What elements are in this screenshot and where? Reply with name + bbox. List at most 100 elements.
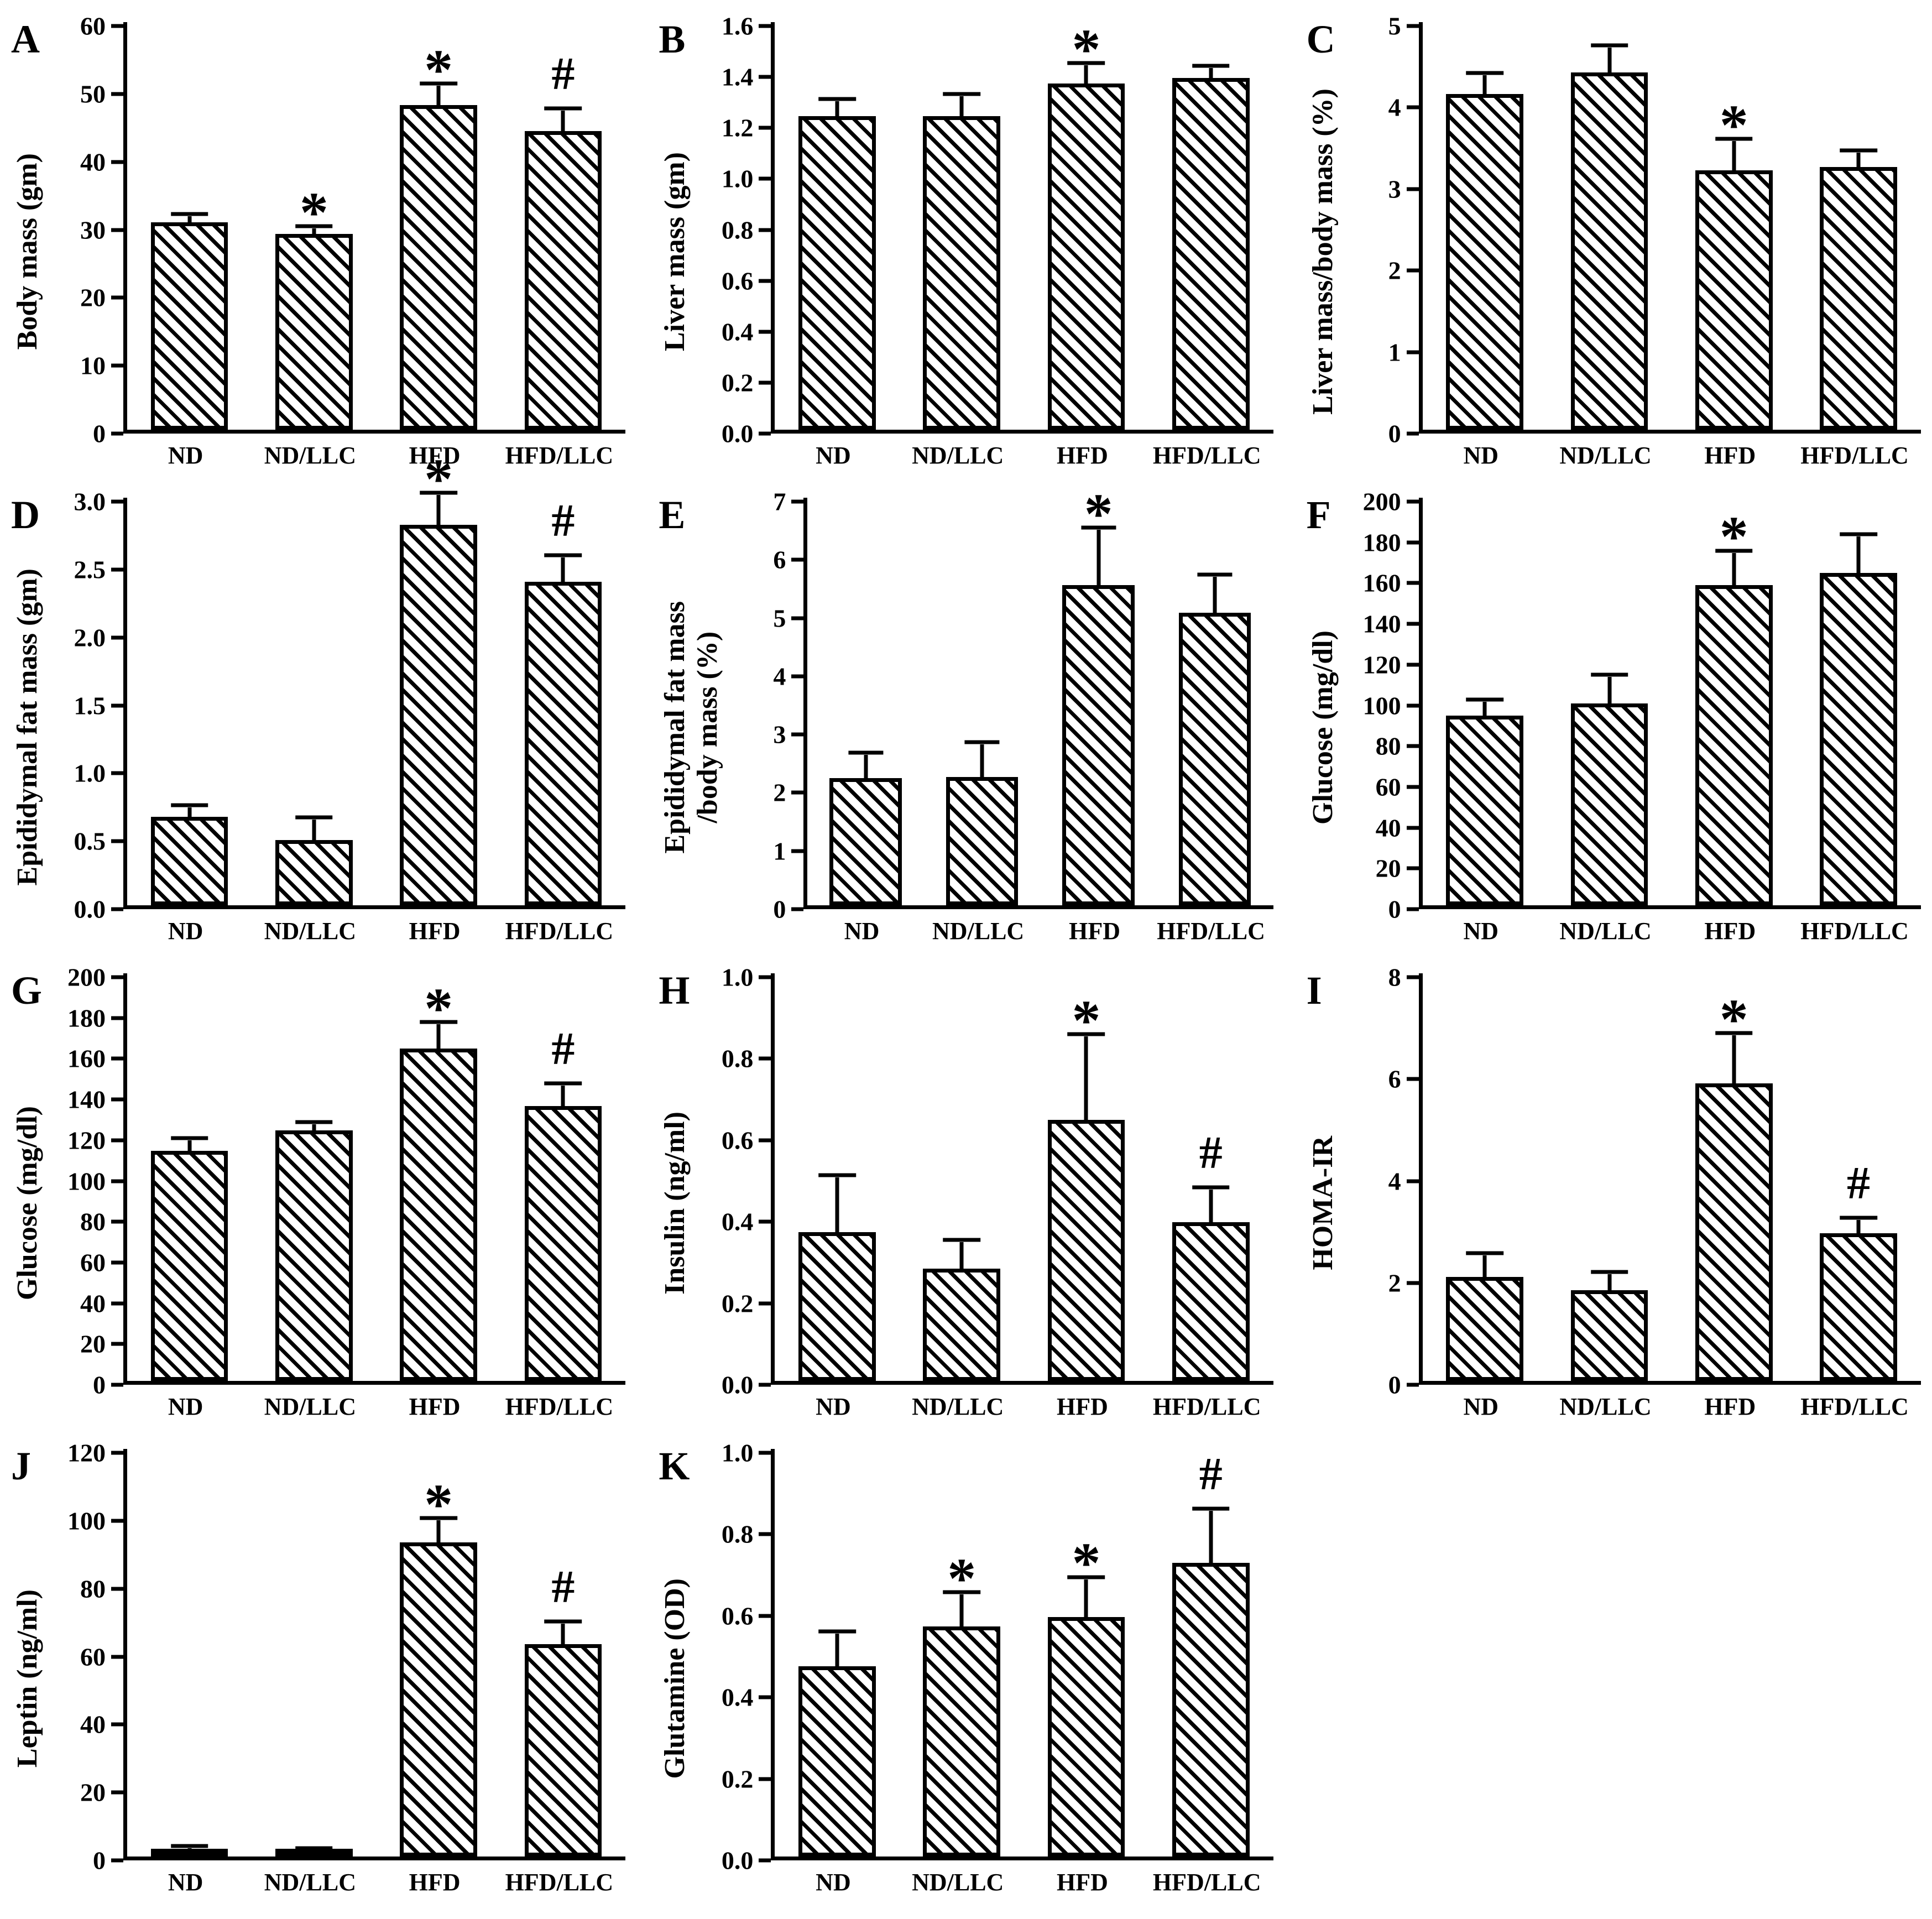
y-tick: 2 bbox=[1388, 256, 1419, 285]
y-tick-mark bbox=[759, 1451, 771, 1455]
y-tick-label: 0 bbox=[1388, 419, 1401, 449]
y-tick: 5 bbox=[1388, 12, 1419, 41]
sig-asterisk: * bbox=[1720, 1017, 1748, 1023]
error-bar-cap bbox=[943, 92, 980, 96]
y-tick-mark bbox=[111, 1016, 123, 1020]
panel-letter: I bbox=[1307, 968, 1322, 1014]
error-bar-stem bbox=[187, 807, 191, 817]
x-tick-label: ND bbox=[1464, 441, 1499, 470]
y-tick-mark bbox=[759, 1696, 771, 1699]
x-tick-label: HFD/LLC bbox=[1800, 1393, 1909, 1421]
y-tick: 1.6 bbox=[722, 12, 771, 41]
y-tick-mark bbox=[111, 432, 123, 436]
y-tick-mark bbox=[759, 1383, 771, 1387]
y-tick: 2.0 bbox=[74, 623, 124, 652]
y-tick-label: 1.0 bbox=[722, 1438, 754, 1468]
y-tick: 0.2 bbox=[722, 368, 771, 397]
panel-B: BLiver mass (gm)0.00.20.40.60.81.01.21.4… bbox=[659, 22, 1273, 481]
sig-asterisk: * bbox=[1072, 1561, 1100, 1566]
y-tick-mark bbox=[111, 703, 123, 707]
y-tick-label: 100 bbox=[67, 1166, 106, 1196]
y-tick: 180 bbox=[1363, 528, 1419, 557]
y-tick: 1.0 bbox=[722, 164, 771, 194]
bar-ND-LLC bbox=[1571, 703, 1648, 905]
y-tick-label: 3 bbox=[773, 720, 786, 749]
y-tick-label: 1.0 bbox=[74, 759, 106, 788]
bar-HFD bbox=[400, 1049, 477, 1381]
error-bar-stem bbox=[1483, 75, 1487, 94]
y-tick-mark bbox=[1407, 500, 1419, 504]
bar-HFD bbox=[400, 1542, 477, 1857]
y-tick-mark bbox=[791, 849, 803, 853]
y-tick-mark bbox=[111, 1383, 123, 1387]
bar-ND bbox=[1446, 94, 1523, 430]
y-tick-label: 50 bbox=[80, 79, 106, 108]
x-axis: NDND/LLCHFDHFD/LLC bbox=[123, 909, 625, 957]
error-bar-cap bbox=[1198, 573, 1233, 577]
y-tick-label: 180 bbox=[67, 1003, 106, 1032]
y-tick-mark bbox=[1407, 581, 1419, 585]
error-bar-cap bbox=[171, 1136, 208, 1140]
y-tick: 30 bbox=[80, 215, 123, 244]
error-bar-stem bbox=[1209, 1190, 1213, 1222]
sig-hash: # bbox=[551, 1564, 575, 1610]
bar-HFD-LLC bbox=[525, 1106, 602, 1381]
x-tick-label: HFD/LLC bbox=[1157, 917, 1265, 945]
y-tick-mark bbox=[111, 1260, 123, 1264]
x-tick-label: HFD/LLC bbox=[1800, 441, 1909, 470]
y-axis: 0.00.20.40.60.81.0 bbox=[693, 1449, 771, 1908]
x-tick-label: ND/LLC bbox=[1559, 441, 1651, 470]
x-tick-label: ND/LLC bbox=[912, 441, 1004, 470]
y-tick: 1.0 bbox=[722, 1438, 771, 1468]
y-tick: 60 bbox=[1376, 772, 1419, 801]
error-bar-stem bbox=[187, 1140, 191, 1150]
bar-HFD-LLC bbox=[1172, 1222, 1250, 1381]
bar-ND bbox=[798, 116, 876, 430]
x-tick-label: HFD/LLC bbox=[505, 1868, 614, 1896]
y-tick-label: 4 bbox=[1388, 93, 1401, 122]
error-bar-stem bbox=[561, 557, 565, 582]
plot-area: * bbox=[771, 22, 1273, 434]
y-tick: 40 bbox=[80, 147, 123, 176]
bar-HFD-LLC bbox=[1179, 613, 1251, 905]
error-bar-cap bbox=[943, 1238, 980, 1242]
y-tick: 60 bbox=[80, 12, 123, 41]
y-tick-mark bbox=[759, 1777, 771, 1781]
y-axis-label: Insulin (ng/ml) bbox=[659, 1112, 691, 1295]
y-tick-label: 200 bbox=[1363, 487, 1401, 517]
bar-ND-LLC bbox=[275, 1130, 353, 1381]
y-tick-mark bbox=[111, 1451, 123, 1455]
y-tick-mark bbox=[1407, 976, 1419, 979]
y-tick-mark bbox=[1407, 826, 1419, 830]
error-bar-stem bbox=[1857, 1220, 1861, 1233]
error-bar-stem bbox=[187, 1848, 191, 1850]
x-axis: NDND/LLCHFDHFD/LLC bbox=[1419, 434, 1921, 481]
y-tick: 0 bbox=[93, 1370, 123, 1400]
panel-K: KGlutamine (OD)0.00.20.40.60.81.0**#NDND… bbox=[659, 1449, 1273, 1908]
y-tick-label: 1.6 bbox=[722, 12, 754, 41]
y-tick-label: 7 bbox=[773, 487, 786, 517]
x-tick-label: ND bbox=[1464, 917, 1499, 945]
panel-letter: K bbox=[659, 1443, 690, 1489]
y-tick: 120 bbox=[67, 1438, 123, 1468]
y-tick: 6 bbox=[773, 545, 803, 575]
bar-HFD-LLC bbox=[525, 1644, 602, 1857]
error-bar-stem bbox=[835, 1177, 839, 1232]
error-bar-stem bbox=[1857, 536, 1861, 573]
y-tick: 0.2 bbox=[722, 1289, 771, 1318]
y-tick-label: 40 bbox=[80, 147, 106, 176]
error-bar-stem bbox=[960, 96, 964, 117]
y-tick-label: 180 bbox=[1363, 528, 1401, 557]
y-tick-mark bbox=[111, 908, 123, 911]
y-axis-label: Glucose (mg/dl) bbox=[11, 1106, 44, 1300]
y-tick-label: 10 bbox=[80, 351, 106, 380]
y-tick-label: 8 bbox=[1388, 963, 1401, 992]
y-tick: 0.0 bbox=[74, 895, 124, 924]
y-tick: 50 bbox=[80, 79, 123, 108]
error-bar-stem bbox=[1857, 153, 1861, 168]
y-tick-label: 120 bbox=[67, 1125, 106, 1155]
y-axis: 020406080100120140160180200 bbox=[1341, 498, 1419, 957]
panel-letter: D bbox=[11, 492, 40, 538]
x-tick-label: ND/LLC bbox=[1559, 1393, 1651, 1421]
y-tick-mark bbox=[111, 1791, 123, 1795]
